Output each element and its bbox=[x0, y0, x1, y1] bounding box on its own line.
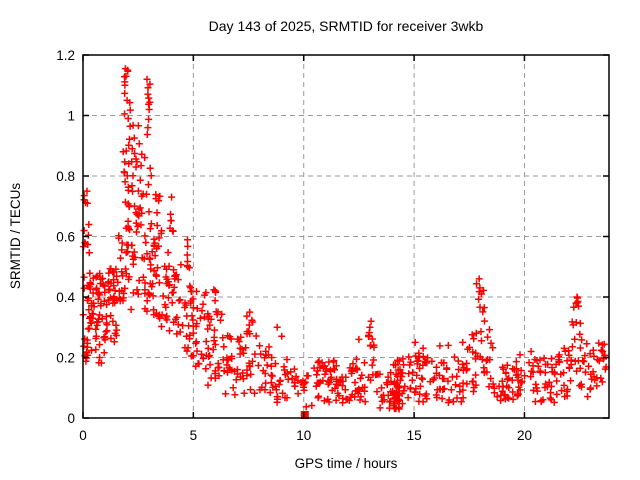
y-axis-label: SRMTID / TECUs bbox=[8, 183, 23, 290]
y-tick-label: 0.4 bbox=[56, 290, 75, 305]
scatter-points bbox=[79, 65, 610, 413]
x-tick-label: 10 bbox=[296, 428, 311, 443]
tick-labels: 0 5 10 15 20 0 0.2 0.4 0.6 0.8 1 1.2 bbox=[56, 48, 532, 443]
y-tick-label: 0 bbox=[67, 411, 75, 426]
y-tick-label: 1 bbox=[67, 109, 75, 124]
x-tick-label: 15 bbox=[407, 428, 422, 443]
y-tick-label: 0.2 bbox=[56, 351, 75, 366]
scatter-series bbox=[79, 65, 610, 419]
chart-title: Day 143 of 2025, SRMTID for receiver 3wk… bbox=[209, 18, 484, 34]
tick-marks bbox=[82, 54, 609, 419]
y-tick-label: 1.2 bbox=[56, 48, 75, 63]
dense-point-marker bbox=[300, 411, 309, 419]
x-tick-label: 5 bbox=[190, 428, 198, 443]
y-tick-label: 0.8 bbox=[56, 169, 75, 184]
x-axis-label: GPS time / hours bbox=[295, 456, 398, 471]
y-tick-label: 0.6 bbox=[56, 230, 75, 245]
gridlines bbox=[83, 55, 609, 418]
x-tick-label: 20 bbox=[517, 428, 532, 443]
x-tick-label: 0 bbox=[79, 428, 87, 443]
